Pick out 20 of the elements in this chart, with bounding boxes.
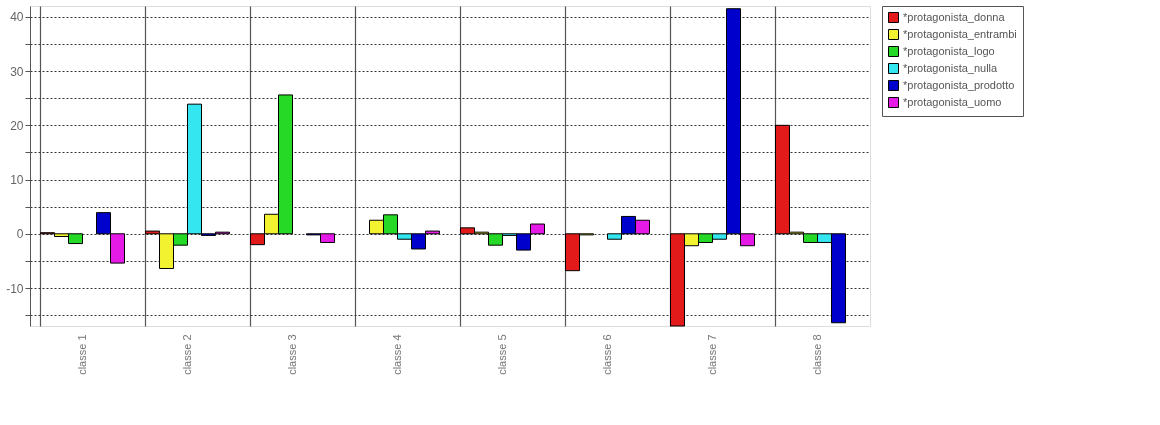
x-tick-label: classe 1 — [75, 334, 88, 375]
legend-label: *protagonista_donna — [903, 10, 1006, 23]
legend-label: *protagonista_nulla — [903, 61, 999, 74]
y-tick-label: 20 — [10, 118, 24, 133]
legend-label: *protagonista_logo — [903, 44, 995, 57]
y-tick-label: 40 — [10, 10, 24, 25]
y-tick-label: 30 — [10, 64, 24, 79]
y-tick-label: 10 — [10, 173, 24, 188]
legend-label: *protagonista_entrambi — [903, 27, 1017, 40]
x-tick-label: classe 3 — [285, 334, 298, 375]
legend-label: *protagonista_prodotto — [903, 78, 1015, 91]
x-tick-label: classe 8 — [810, 334, 823, 375]
x-tick-label: classe 6 — [600, 334, 613, 375]
legend-label: *protagonista_uomo — [903, 95, 1002, 108]
y-tick-label: -10 — [6, 281, 24, 296]
x-tick-label: classe 5 — [495, 334, 508, 375]
y-tick-label: 0 — [16, 227, 24, 242]
x-tick-label: classe 4 — [390, 334, 403, 375]
x-tick-label: classe 2 — [180, 334, 193, 375]
x-tick-label: classe 7 — [705, 334, 718, 375]
